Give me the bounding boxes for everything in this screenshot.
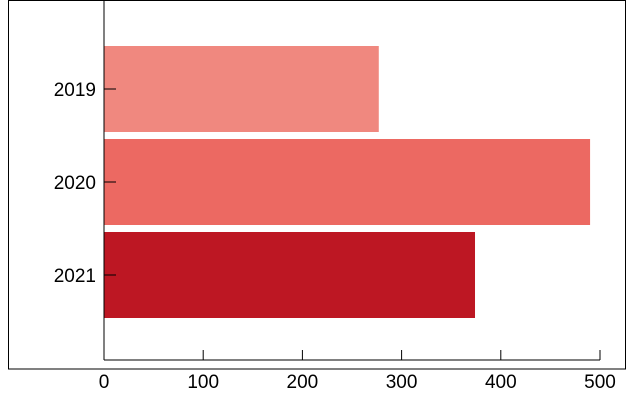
- x-tick-label: 100: [187, 372, 219, 393]
- bar-2021: [104, 232, 476, 318]
- bar-2020: [104, 139, 591, 225]
- bars-layer: [104, 46, 591, 318]
- x-ticks: 0 100 200 300 400 500: [99, 350, 616, 393]
- x-tick-label: 0: [99, 372, 110, 393]
- y-tick-label: 2021: [54, 266, 96, 287]
- x-tick-label: 300: [386, 372, 418, 393]
- y-ticks: 2019 2020 2021: [54, 80, 116, 287]
- axes-layer: [103, 0, 600, 361]
- x-tick-label: 400: [485, 372, 517, 393]
- y-tick-label: 2020: [54, 173, 96, 194]
- x-tick-label: 200: [287, 372, 319, 393]
- y-tick-label: 2019: [54, 80, 96, 101]
- x-tick-label: 500: [584, 372, 616, 393]
- bar-2019: [104, 46, 379, 132]
